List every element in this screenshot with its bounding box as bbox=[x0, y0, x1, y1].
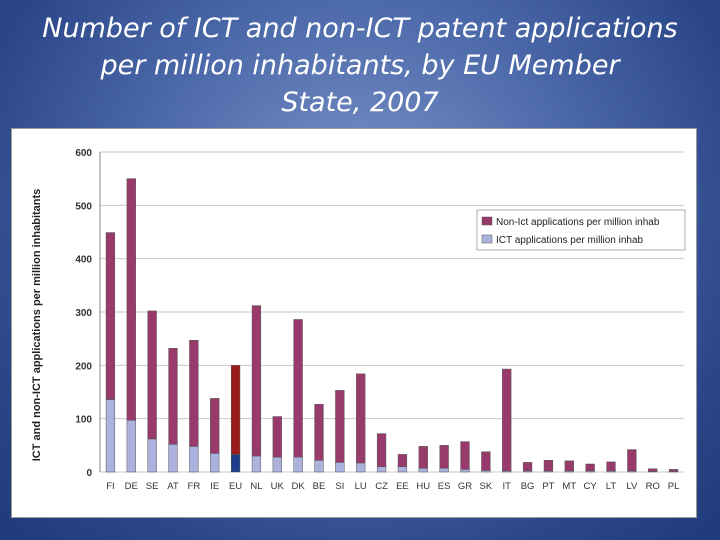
x-tick-label: UK bbox=[271, 481, 285, 492]
bar-non-ict-se bbox=[147, 310, 157, 440]
x-tick-label: IE bbox=[210, 481, 219, 492]
grid bbox=[99, 151, 684, 473]
bar-non-ict-ro bbox=[648, 468, 658, 472]
bar-ict-lu bbox=[356, 462, 366, 473]
stacked-bar-chart: 0 100 200 300 400 500 600 FI DE SE AT FR IE EU NL UK DK… bbox=[31, 148, 686, 492]
x-tick-label: SK bbox=[480, 481, 493, 492]
bar-ict-fr bbox=[189, 446, 199, 473]
legend-label-non-ict: Non-Ict applications per million inhab bbox=[496, 217, 660, 228]
x-tick-label: SE bbox=[146, 481, 159, 492]
bar-non-ict-cz bbox=[376, 433, 387, 467]
bar-ict-cz bbox=[376, 466, 387, 473]
bar-non-ict-ee bbox=[397, 454, 408, 467]
bar-non-ict-si bbox=[335, 390, 345, 463]
bar-ict-dk bbox=[293, 456, 303, 473]
y-tick-label: 200 bbox=[75, 361, 92, 372]
y-tick-label: 100 bbox=[75, 415, 92, 426]
bar-non-ict-be bbox=[314, 404, 324, 461]
bar-ict-hu bbox=[418, 468, 428, 473]
x-tick-label: FI bbox=[106, 481, 114, 492]
bar-non-ict-eu bbox=[230, 365, 241, 455]
y-tick-label: 500 bbox=[75, 201, 92, 212]
y-tick-label: 400 bbox=[75, 255, 92, 266]
legend-swatch-non-ict bbox=[481, 216, 493, 226]
bar-non-ict-dk bbox=[293, 319, 303, 458]
bar-ict-fi bbox=[105, 399, 116, 473]
bar-ict-de bbox=[126, 420, 136, 473]
x-tick-label: LT bbox=[606, 481, 617, 492]
bar-non-ict-lu bbox=[356, 373, 366, 464]
x-tick-label: ES bbox=[438, 481, 451, 492]
chart-panel: 0 100 200 300 400 500 600 FI DE SE AT FR IE EU NL UK DK… bbox=[11, 128, 697, 518]
x-tick-label: PT bbox=[542, 481, 554, 492]
y-tick-label: 600 bbox=[75, 148, 92, 159]
bar-non-ict-bg bbox=[522, 462, 533, 472]
x-tick-label: RO bbox=[646, 481, 660, 492]
x-tick-label: CZ bbox=[375, 481, 388, 492]
x-tick-label: HU bbox=[416, 481, 430, 492]
bar-non-ict-mt bbox=[564, 460, 574, 472]
bar-non-ict-it bbox=[502, 368, 512, 472]
x-tick-label: LV bbox=[626, 481, 638, 492]
bar-ict-at bbox=[168, 444, 178, 473]
bar-ict-gr bbox=[460, 469, 470, 473]
bar-ict-nl bbox=[251, 455, 262, 473]
x-tick-label: CY bbox=[584, 481, 598, 492]
slide-title-line-2: per million inhabitants, by EU Member bbox=[100, 50, 620, 81]
bar-non-ict-pt bbox=[543, 460, 554, 472]
bar-non-ict-lt bbox=[606, 461, 616, 472]
legend: Non-Ict applications per million inhab I… bbox=[476, 209, 686, 251]
bar-non-ict-nl bbox=[251, 305, 262, 457]
bar-non-ict-fr bbox=[189, 340, 199, 447]
bar-non-ict-cy bbox=[585, 463, 595, 472]
y-tick-label: 300 bbox=[75, 308, 92, 319]
x-tick-label: DK bbox=[292, 481, 306, 492]
bars bbox=[105, 178, 679, 473]
bar-non-ict-uk bbox=[272, 416, 282, 458]
legend-label-ict: ICT applications per million inhab bbox=[496, 235, 644, 246]
bar-ict-es bbox=[439, 468, 449, 473]
x-tick-label: SI bbox=[335, 481, 344, 492]
x-tick-label: PL bbox=[668, 481, 680, 492]
x-tick-label: BG bbox=[521, 481, 535, 492]
legend-box bbox=[476, 209, 686, 251]
bar-non-ict-lv bbox=[627, 449, 637, 472]
bar-non-ict-at bbox=[168, 348, 178, 445]
x-tick-label: LU bbox=[355, 481, 367, 492]
x-tick-label: IT bbox=[502, 481, 511, 492]
x-tick-label: FR bbox=[188, 481, 201, 492]
bar-non-ict-gr bbox=[460, 441, 470, 470]
bar-ict-ie bbox=[210, 453, 220, 473]
bar-non-ict-pl bbox=[668, 469, 679, 472]
bar-non-ict-hu bbox=[418, 446, 428, 469]
x-tick-label: DE bbox=[125, 481, 138, 492]
x-tick-label: GR bbox=[458, 481, 472, 492]
x-tick-label: BE bbox=[313, 481, 326, 492]
bar-ict-be bbox=[314, 460, 324, 473]
bar-ict-si bbox=[335, 462, 345, 473]
x-tick-label: MT bbox=[562, 481, 576, 492]
bar-non-ict-es bbox=[439, 445, 449, 469]
slide-title-line-1: Number of ICT and non-ICT patent applica… bbox=[42, 13, 678, 44]
x-tick-label: EU bbox=[229, 481, 242, 492]
bar-non-ict-sk bbox=[481, 451, 491, 471]
y-tick-label: 0 bbox=[86, 468, 92, 479]
x-tick-label: EE bbox=[396, 481, 409, 492]
legend-swatch-ict bbox=[481, 234, 493, 244]
x-tick-label: NL bbox=[250, 481, 262, 492]
y-axis-label: ICT and non-ICT applications per million… bbox=[31, 189, 43, 462]
bar-ict-uk bbox=[272, 456, 282, 473]
slide-title: Number of ICT and non-ICT patent applica… bbox=[20, 10, 700, 121]
bar-non-ict-ie bbox=[210, 398, 220, 454]
x-axis-ticks: FI DE SE AT FR IE EU NL UK DK BE SI LU CZ EE HU ES GR SK IT… bbox=[106, 481, 679, 492]
bar-ict-eu bbox=[230, 454, 241, 473]
bar-non-ict-de bbox=[126, 178, 136, 421]
x-tick-label: AT bbox=[167, 481, 179, 492]
bar-ict-ee bbox=[397, 466, 408, 473]
slide-title-line-3: State, 2007 bbox=[281, 87, 439, 118]
bar-non-ict-fi bbox=[105, 232, 116, 400]
bar-ict-se bbox=[147, 438, 157, 473]
y-axis-ticks: 0 100 200 300 400 500 600 bbox=[75, 148, 92, 479]
